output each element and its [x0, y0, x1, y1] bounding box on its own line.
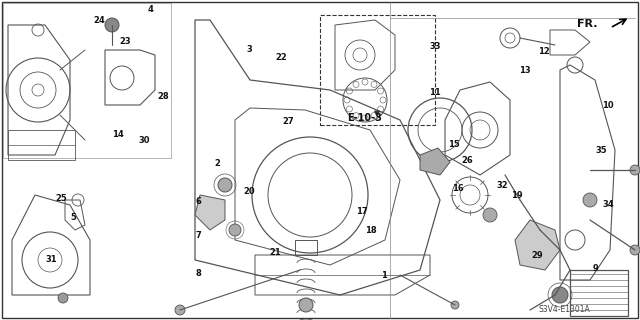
Text: 30: 30: [138, 136, 150, 145]
Polygon shape: [420, 148, 450, 175]
Text: 22: 22: [276, 53, 287, 62]
Text: 16: 16: [452, 184, 463, 193]
Circle shape: [451, 301, 459, 309]
Circle shape: [105, 18, 119, 32]
Text: 14: 14: [113, 130, 124, 139]
Text: 35: 35: [596, 146, 607, 155]
Bar: [320, 15, 435, 125]
Text: 27: 27: [282, 117, 294, 126]
Circle shape: [299, 298, 313, 312]
Text: 25: 25: [55, 194, 67, 203]
Text: FR.: FR.: [577, 19, 598, 29]
Text: 17: 17: [356, 207, 367, 216]
Text: 33: 33: [429, 42, 441, 51]
Text: 4: 4: [147, 5, 154, 14]
Text: 28: 28: [157, 92, 169, 100]
Text: 18: 18: [365, 226, 377, 235]
Text: 1: 1: [381, 271, 387, 280]
Circle shape: [229, 224, 241, 236]
Circle shape: [483, 208, 497, 222]
Text: 12: 12: [538, 47, 550, 56]
Circle shape: [552, 287, 568, 303]
Text: 21: 21: [269, 248, 281, 257]
Circle shape: [175, 305, 185, 315]
Text: 31: 31: [45, 255, 57, 264]
Circle shape: [58, 293, 68, 303]
Bar: [3, 3, 171, 158]
Text: E-10-3: E-10-3: [348, 113, 383, 123]
Text: 3: 3: [247, 45, 252, 54]
Text: 29: 29: [532, 252, 543, 260]
Text: 5: 5: [70, 213, 77, 222]
Circle shape: [218, 178, 232, 192]
Text: 24: 24: [93, 16, 105, 25]
Text: 19: 19: [511, 191, 523, 200]
Bar: [295, 240, 317, 255]
Text: 2: 2: [214, 159, 221, 168]
Text: 6: 6: [195, 197, 202, 206]
Text: 10: 10: [602, 101, 614, 110]
Circle shape: [583, 193, 597, 207]
Text: 20: 20: [244, 188, 255, 196]
Text: 34: 34: [602, 200, 614, 209]
Text: 8: 8: [196, 269, 201, 278]
Text: S3V4-E1301A: S3V4-E1301A: [538, 306, 590, 315]
Text: 15: 15: [449, 140, 460, 148]
Circle shape: [630, 245, 640, 255]
Polygon shape: [515, 220, 560, 270]
Polygon shape: [195, 195, 225, 230]
Text: 32: 32: [497, 181, 508, 190]
Text: 26: 26: [461, 156, 473, 164]
Bar: [570, 270, 628, 316]
Text: 11: 11: [429, 88, 441, 97]
Text: 13: 13: [519, 66, 531, 75]
Text: 23: 23: [119, 37, 131, 46]
Text: 9: 9: [593, 264, 598, 273]
Circle shape: [630, 165, 640, 175]
Text: 7: 7: [196, 231, 201, 240]
